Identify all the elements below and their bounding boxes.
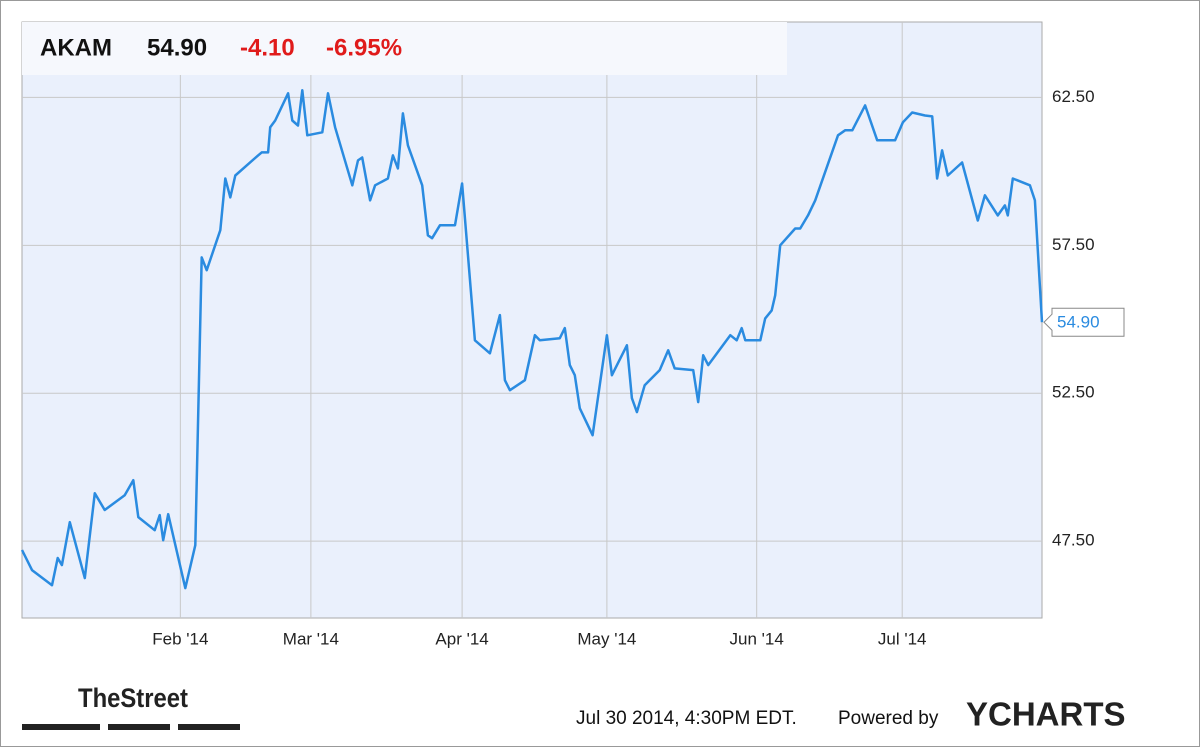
header-box (22, 22, 787, 75)
x-tick-label: Jun '14 (730, 629, 784, 648)
change-pct: -6.95% (326, 34, 402, 61)
last-price-label: 54.90 (1057, 313, 1100, 332)
x-tick-label: Mar '14 (283, 629, 339, 648)
last-price-box (1043, 307, 1125, 337)
brand-logo: YCHARTS (966, 696, 1126, 733)
y-tick-label: 62.50 (1052, 87, 1095, 106)
timestamp: Jul 30 2014, 4:30PM EDT. (576, 708, 797, 729)
x-tick-label: May '14 (577, 629, 636, 648)
ticker: AKAM (40, 34, 112, 61)
y-tick-label: 52.50 (1052, 383, 1095, 402)
y-tick-label: 57.50 (1052, 235, 1095, 254)
logo-bar (22, 724, 100, 730)
y-tick-label: 47.50 (1052, 531, 1095, 550)
x-tick-label: Feb '14 (152, 629, 208, 648)
powered-by: Powered by (838, 708, 939, 729)
price-line (20, 89, 1044, 590)
source-logo: TheStreet (78, 683, 188, 713)
x-tick-label: Jul '14 (878, 629, 927, 648)
price: 54.90 (147, 34, 207, 61)
plot-area (21, 21, 1043, 619)
change: -4.10 (240, 34, 295, 61)
logo-bar (178, 724, 240, 730)
x-tick-label: Apr '14 (435, 629, 488, 648)
logo-bar (108, 724, 170, 730)
